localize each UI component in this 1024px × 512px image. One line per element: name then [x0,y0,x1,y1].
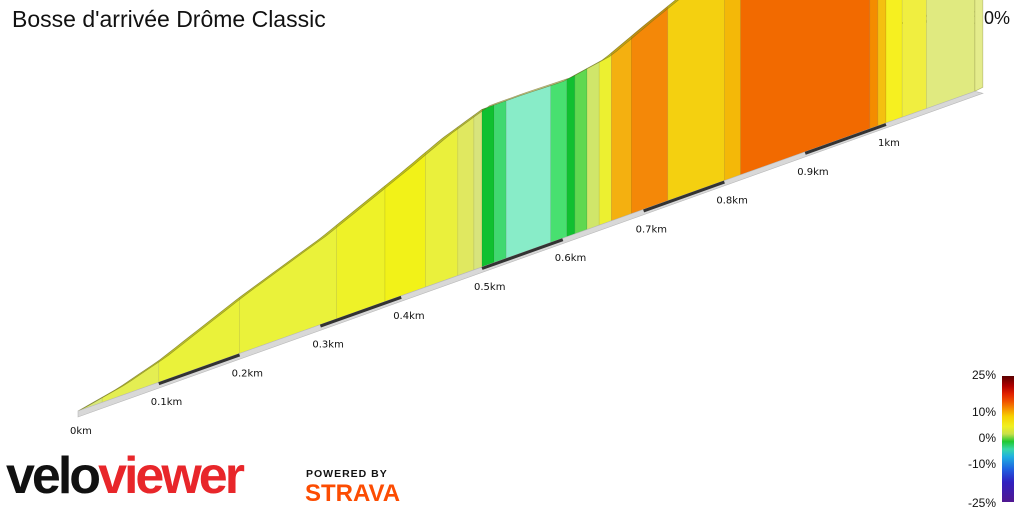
distance-tick-label: 0.1km [151,397,182,408]
gradient-segment [869,0,879,130]
distance-tick-label: 0.5km [474,282,505,293]
distance-axis: 0km 0.1km 0.2km 0.3km 0.4km 0.5km 0.6km 0.7km 0.… [70,123,900,437]
gradient-segment [598,52,612,226]
gradient-segment [457,114,475,277]
legend-label-10: 10% [971,405,996,419]
powered-by-label: POWERED BY [306,468,388,480]
distance-tick-label: 0.3km [312,340,343,351]
distance-tick-bar [643,180,725,213]
distance-tick-label: 0.6km [555,253,586,264]
logo-velo: velo [6,447,101,505]
gradient-segment [885,0,903,124]
gradient-segments [77,0,976,412]
distance-tick-bar [481,238,564,270]
gradient-segment [724,0,741,182]
gradient-segment [566,74,576,238]
distance-tick-label: 0.8km [716,196,747,207]
distance-tick-label: 0.9km [797,167,828,178]
gradient-segment [574,67,588,235]
logo-viewer: viewer [98,447,245,505]
distance-tick-label: 1km [878,138,900,149]
profile-end-cap [974,0,984,92]
gradient-segment [901,0,927,118]
gradient-segment [586,61,600,231]
gradient-segment [505,85,552,259]
distance-tick-bar [319,295,402,328]
chart-title: Bosse d'arrivée Drôme Classic [12,6,326,32]
distance-tick-label: 0km [70,426,92,437]
gradient-segment [493,100,507,264]
gradient-segment [239,224,337,354]
strava-logo[interactable]: STRAVA [305,480,401,507]
distance-tick-bar [158,353,241,386]
gradient-segment [481,104,495,268]
veloviewer-logo[interactable]: veloviewer [6,447,245,505]
legend-label-max: 25% [971,368,996,382]
gradient-segment [740,0,871,176]
profile-edges [77,0,984,418]
distance-tick-label: 0.7km [636,224,667,235]
profile-top-edge [77,0,679,412]
distance-tick-bar [804,123,887,155]
gradient-segment [550,78,568,243]
gradient-segment [384,151,426,303]
gradient-segment [631,5,669,215]
gradient-segment [473,108,483,271]
legend-label-0: 0% [978,431,996,445]
legend-label-min: -25% [967,496,996,510]
distance-tick-label: 0.2km [232,368,263,379]
gradient-segment [667,0,725,202]
gradient-segment [610,35,632,222]
gradient-legend-bar [1002,376,1014,502]
legend-label-minus10: -10% [967,457,996,471]
distance-tick-label: 0.4km [393,311,424,322]
gradient-segment [877,0,887,127]
gradient-segment [926,0,976,110]
